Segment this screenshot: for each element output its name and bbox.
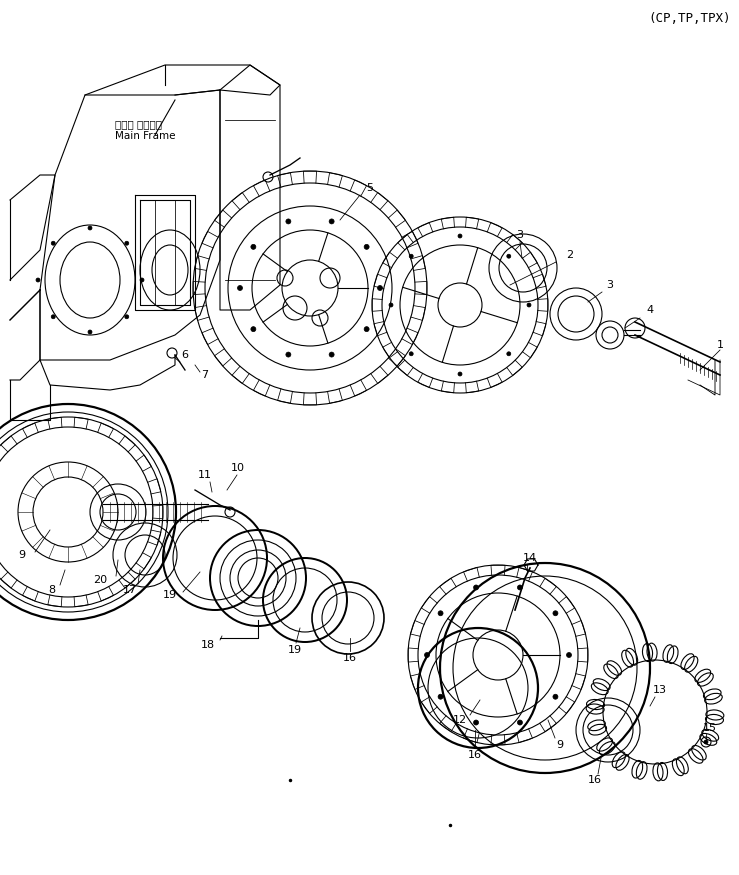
Circle shape — [329, 352, 334, 357]
Circle shape — [507, 352, 511, 356]
Circle shape — [286, 352, 291, 357]
Text: 19: 19 — [288, 645, 302, 655]
Circle shape — [517, 720, 522, 725]
Circle shape — [51, 315, 55, 318]
Circle shape — [567, 653, 571, 657]
Text: 14: 14 — [523, 553, 537, 563]
Circle shape — [517, 585, 522, 590]
Text: 13: 13 — [653, 685, 667, 695]
Text: 12: 12 — [453, 715, 467, 725]
Text: 10: 10 — [231, 463, 245, 473]
Text: 17: 17 — [123, 585, 137, 595]
Circle shape — [125, 242, 129, 245]
Circle shape — [237, 285, 242, 290]
Circle shape — [140, 278, 144, 282]
Circle shape — [329, 219, 334, 224]
Circle shape — [251, 326, 256, 332]
Circle shape — [458, 234, 462, 238]
Circle shape — [704, 740, 708, 744]
Circle shape — [553, 611, 558, 616]
Circle shape — [438, 694, 443, 699]
Circle shape — [286, 219, 291, 224]
Circle shape — [36, 278, 40, 282]
Circle shape — [424, 653, 429, 657]
Text: 16: 16 — [588, 775, 602, 785]
Circle shape — [527, 303, 531, 307]
Text: 11: 11 — [198, 470, 212, 480]
Circle shape — [409, 255, 413, 258]
Circle shape — [409, 352, 413, 356]
Circle shape — [507, 255, 511, 258]
Circle shape — [474, 585, 479, 590]
Circle shape — [364, 326, 370, 332]
Circle shape — [378, 285, 383, 290]
Text: 5: 5 — [367, 183, 373, 193]
Text: 2: 2 — [566, 250, 573, 260]
Text: 7: 7 — [202, 370, 208, 380]
Circle shape — [474, 720, 479, 725]
Circle shape — [88, 330, 92, 334]
Text: 3: 3 — [607, 280, 613, 290]
Text: 4: 4 — [647, 305, 653, 315]
Text: 18: 18 — [201, 640, 215, 650]
Text: (CP,TP,TPX): (CP,TP,TPX) — [649, 12, 731, 25]
Text: 16: 16 — [343, 653, 357, 663]
Text: 9: 9 — [556, 740, 564, 750]
Text: 16: 16 — [468, 750, 482, 760]
Circle shape — [88, 226, 92, 230]
Text: 20: 20 — [93, 575, 107, 585]
Text: 9: 9 — [18, 550, 26, 560]
Circle shape — [251, 244, 256, 249]
Circle shape — [458, 372, 462, 376]
Circle shape — [125, 315, 129, 318]
Text: 8: 8 — [49, 585, 55, 595]
Text: メイン フレーム
Main Frame: メイン フレーム Main Frame — [115, 119, 175, 141]
Circle shape — [389, 303, 393, 307]
Circle shape — [438, 611, 443, 616]
Text: 1: 1 — [717, 340, 723, 350]
Circle shape — [364, 244, 370, 249]
Text: 3: 3 — [517, 230, 523, 240]
Text: 15: 15 — [703, 723, 717, 733]
Circle shape — [51, 242, 55, 245]
Text: 6: 6 — [182, 350, 188, 360]
Text: 19: 19 — [163, 590, 177, 600]
Circle shape — [553, 694, 558, 699]
